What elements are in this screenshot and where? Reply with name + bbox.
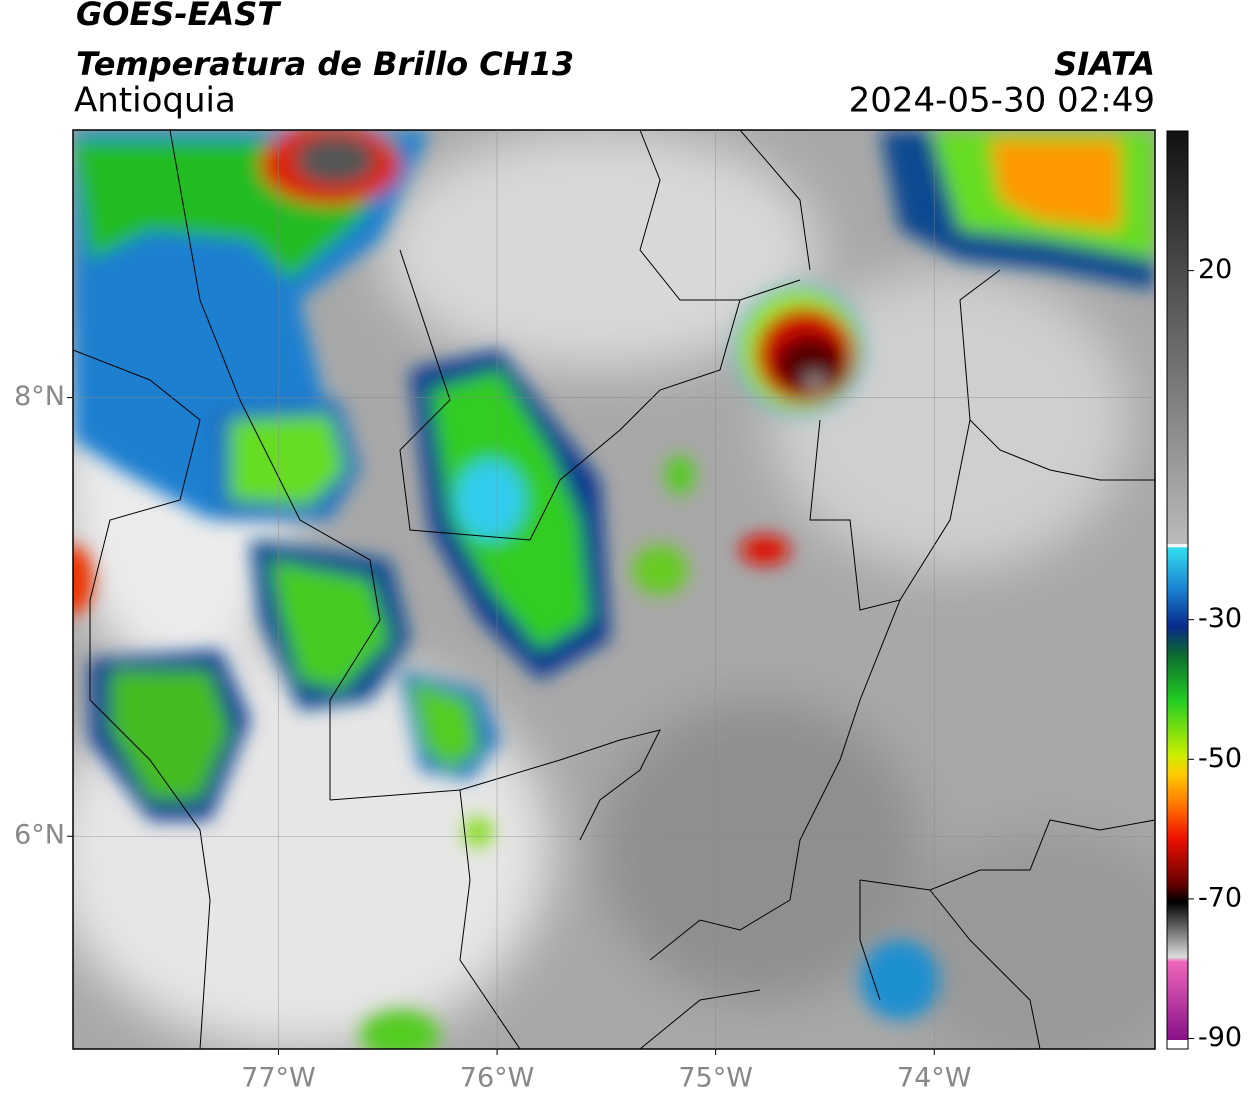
colorbar-tick-label: -90 [1198,1022,1242,1053]
colorbar-tick-label: 20 [1198,254,1232,285]
colorbar-tick-label: -30 [1198,603,1242,634]
y-tick-label: 8°N [14,381,65,412]
x-tick-label: 75°W [678,1063,753,1094]
map-frame [72,129,1156,1050]
x-tick-label: 77°W [241,1063,316,1094]
satellite-imagery [73,130,1155,1049]
x-tick-label: 76°W [460,1063,535,1094]
region: Antioquia [74,81,236,121]
datetime: 2024-05-30 02:49 [849,81,1155,121]
x-tick-label: 74°W [897,1063,972,1094]
colorbar-tick-label: -70 [1198,882,1242,913]
source: SIATA [1054,45,1155,83]
title: GOES-EAST [76,0,281,33]
subtitle: Temperatura de Brillo CH13 [76,45,574,83]
colorbar [1166,130,1189,1050]
colorbar-tick-label: -50 [1198,743,1242,774]
y-tick-label: 6°N [14,820,65,851]
